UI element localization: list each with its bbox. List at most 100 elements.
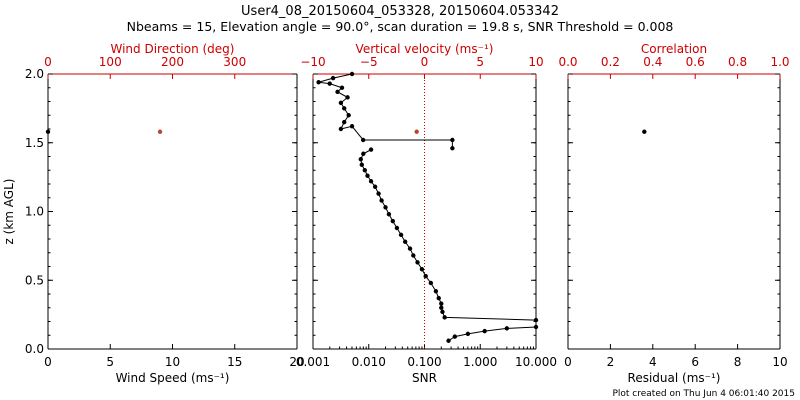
y-axis-label: z (km AGL) [2, 179, 16, 245]
ytick-label: 1.5 [25, 136, 44, 150]
xtick-label: 0 [44, 355, 52, 369]
ytick-label: 2.0 [25, 67, 44, 81]
xtick-top-label: −5 [360, 55, 378, 69]
xtick-label: 0.010 [352, 355, 386, 369]
chart-title: User4_08_20150604_053328, 20150604.05334… [241, 4, 559, 19]
top-axis-label: Wind Direction (deg) [111, 42, 235, 56]
vertical-snr-point [368, 147, 374, 152]
xtick-label: 4 [649, 355, 657, 369]
vertical-snr-point [368, 179, 374, 184]
vertical-snr-point [411, 253, 416, 258]
x-axis-label: Wind Speed (ms⁻¹) [116, 371, 230, 385]
x-axis-label: Residual (ms⁻¹) [628, 371, 721, 385]
xtick-label: 2 [607, 355, 615, 369]
vertical-snr-point [533, 324, 539, 330]
vertical-vertical-velocity-point [330, 75, 336, 81]
ytick-label: 0.5 [25, 273, 44, 287]
xtick-top-label: 1.0 [770, 55, 789, 69]
xtick-label: 15 [227, 355, 242, 369]
top-axis-label: Vertical velocity (ms⁻¹) [356, 42, 494, 56]
vertical-snr-point [439, 301, 444, 306]
ytick-label: 0.0 [25, 342, 44, 356]
xtick-label: 0.001 [296, 355, 330, 369]
xtick-top-label: 300 [223, 55, 246, 69]
vertical-vertical-velocity-point [335, 89, 340, 95]
corr-correlation-point [642, 129, 647, 134]
vertical-snr-point [398, 232, 404, 238]
vertical-snr-point [361, 151, 366, 156]
vertical-vertical-velocity-point [349, 124, 355, 129]
vertical-snr-point [362, 168, 368, 173]
vertical-snr-point [433, 289, 439, 294]
xtick-top-label: 0 [44, 55, 52, 69]
vertical-vertical-velocity-line [318, 73, 453, 149]
vertical-snr-point [465, 331, 471, 337]
chart-subtitle: Nbeams = 15, Elevation angle = 90.0°, sc… [127, 19, 674, 34]
vertical-snr-point [365, 173, 370, 178]
xtick-label: 20 [289, 355, 304, 369]
xtick-label: 10.000 [515, 355, 557, 369]
vertical-vertical-velocity-point [349, 71, 355, 77]
vertical-snr-point [428, 280, 434, 286]
vertical-vertical-velocity-point [346, 113, 351, 118]
xtick-label: 6 [691, 355, 699, 369]
vertical-snr-point [423, 273, 428, 279]
vertical-vertical-velocity-point [360, 137, 366, 143]
xtick-top-label: −10 [300, 55, 325, 69]
xtick-label: 0 [564, 355, 572, 369]
vertical-snr-point [442, 315, 447, 320]
xtick-top-label: 0.2 [601, 55, 620, 69]
xtick-top-label: 0.0 [558, 55, 577, 69]
top-axis-label: Correlation [641, 42, 707, 56]
vertical-snr-point [419, 267, 425, 272]
vertical-vertical-velocity-point [342, 106, 347, 111]
vertical-snr-point [415, 260, 420, 265]
vertical-vertical-velocity-point [327, 81, 332, 86]
xtick-label: 0.100 [407, 355, 441, 369]
vertical-snr-point [376, 191, 381, 196]
xtick-top-label: 0.6 [686, 55, 705, 69]
vertical-vertical-velocity-point [338, 100, 344, 106]
xtick-top-label: 10 [528, 55, 543, 69]
xtick-label: 1.000 [463, 355, 497, 369]
vertical-snr-point [440, 309, 445, 315]
vertical-snr-point [358, 157, 363, 162]
vertical-snr-point [436, 295, 441, 301]
vertical-snr-point [383, 205, 388, 210]
vertical-vertical-velocity-point [342, 119, 347, 125]
xtick-label: 10 [165, 355, 180, 369]
plot-created-footer: Plot created on Thu Jun 4 06:01:40 2015 [612, 389, 795, 399]
vertical-vertical-velocity-point [450, 146, 455, 151]
vertical-snr-point [533, 317, 539, 323]
vertical-vertical-velocity-point [338, 126, 344, 132]
vertical-vertical-velocity-red--point [414, 129, 419, 134]
vertical-snr-point [482, 328, 487, 334]
wind-wind-direction-point [157, 129, 163, 134]
vertical-vertical-velocity-point [339, 85, 345, 90]
ytick-label: 1.0 [25, 205, 44, 219]
xtick-top-label: 0.8 [728, 55, 747, 69]
xtick-top-label: 200 [161, 55, 184, 69]
xtick-top-label: 5 [476, 55, 484, 69]
vertical-snr-point [390, 218, 395, 224]
x-axis-label: SNR [412, 371, 437, 385]
vertical-vertical-velocity-point [345, 95, 350, 100]
xtick-label: 10 [772, 355, 787, 369]
vertical-snr-point [504, 326, 510, 331]
vertical-snr-point [446, 338, 451, 343]
vertical-snr-point [407, 246, 413, 251]
vertical-snr-point [386, 212, 392, 217]
vertical-snr-point [394, 225, 400, 231]
vertical-snr-point [452, 334, 458, 339]
xtick-label: 8 [734, 355, 742, 369]
vertical-snr-point [439, 305, 444, 310]
xtick-top-label: 0 [421, 55, 429, 69]
vertical-snr-point [402, 239, 408, 244]
vertical-snr-point [379, 198, 384, 203]
xtick-top-label: 0.4 [643, 55, 662, 69]
vertical-snr-point [372, 184, 378, 189]
vertical-vertical-velocity-point [316, 80, 321, 85]
wind-wind-speed-point [45, 129, 51, 134]
